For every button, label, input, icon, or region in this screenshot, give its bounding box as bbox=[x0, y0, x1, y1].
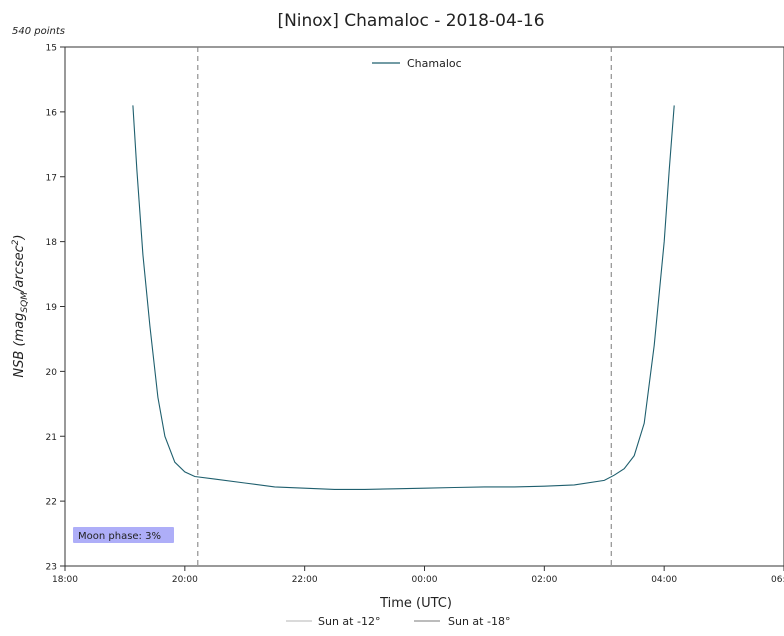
y-tick-label: 15 bbox=[46, 44, 57, 54]
y-axis-label: NSB (magSQM/arcsec2) bbox=[11, 234, 30, 377]
y-axis-label-tail: /arcsec bbox=[12, 245, 27, 293]
y-tick-label: 16 bbox=[46, 108, 58, 118]
moon-phase-box bbox=[73, 527, 174, 543]
y-tick-label: 21 bbox=[46, 433, 57, 443]
x-ticks: 18:00 20:00 22:00 00:00 02:00 04:00 06:00 bbox=[52, 566, 784, 585]
legend: Chamaloc bbox=[372, 57, 462, 70]
vertical-lines bbox=[197, 47, 612, 566]
x-tick-label: 06:00 bbox=[771, 575, 784, 585]
y-tick-label: 19 bbox=[46, 303, 58, 313]
series-line-chamaloc bbox=[132, 105, 675, 490]
y-tick-label: 20 bbox=[46, 368, 58, 378]
y-axis-label-sub: SQM bbox=[20, 292, 30, 313]
x-tick-label: 00:00 bbox=[412, 575, 438, 585]
y-tick-label: 18 bbox=[46, 238, 58, 248]
chart-title: [Ninox] Chamaloc - 2018-04-16 bbox=[277, 11, 544, 31]
y-tick-label: 22 bbox=[46, 498, 57, 508]
x-axis-label: Time (UTC) bbox=[379, 596, 452, 611]
y-axis-label-sup: 2 bbox=[11, 239, 21, 245]
x-tick-label: 02:00 bbox=[531, 575, 557, 585]
y-tick-label: 17 bbox=[46, 173, 57, 183]
x-tick-label: 20:00 bbox=[172, 575, 198, 585]
plot-area: 15 16 17 18 19 20 21 22 23 18:00 20:00 22:00 00:00 0… bbox=[46, 44, 784, 585]
bottom-legend-label-sun12: Sun at -12° bbox=[318, 615, 380, 628]
x-tick-label: 04:00 bbox=[651, 575, 677, 585]
moon-phase-text: Moon phase: 3% bbox=[78, 531, 161, 542]
y-ticks: 15 16 17 18 19 20 21 22 23 bbox=[46, 44, 65, 573]
y-axis-label-close: ) bbox=[12, 234, 27, 240]
y-tick-label: 23 bbox=[46, 563, 57, 573]
bottom-legend-label-sun18: Sun at -18° bbox=[448, 615, 510, 628]
bottom-legend: Sun at -12° Sun at -18° bbox=[286, 615, 510, 628]
legend-label-chamaloc: Chamaloc bbox=[407, 57, 462, 70]
moon-phase-annotation: Moon phase: 3% bbox=[73, 527, 174, 543]
x-tick-label: 18:00 bbox=[52, 575, 78, 585]
series-layer bbox=[132, 105, 675, 490]
points-count: 540 points bbox=[12, 26, 65, 37]
y-axis-label-main: NSB (mag bbox=[12, 313, 27, 378]
x-tick-label: 22:00 bbox=[292, 575, 318, 585]
